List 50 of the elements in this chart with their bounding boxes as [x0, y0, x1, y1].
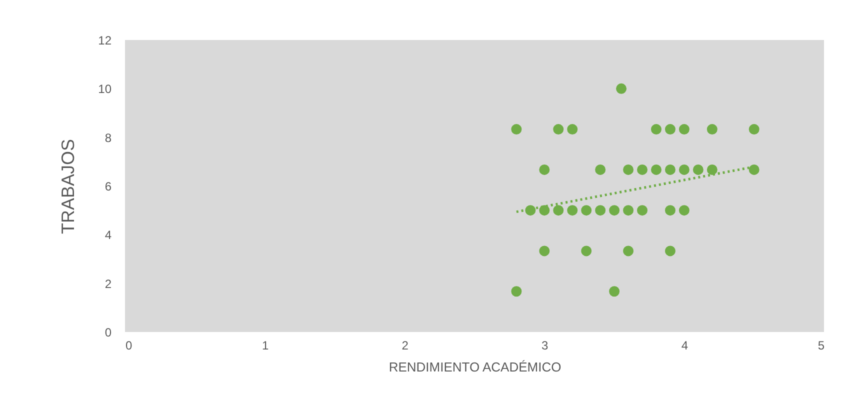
point: [637, 205, 648, 216]
point: [595, 205, 606, 216]
x-tick-label: 5: [818, 338, 825, 352]
point: [595, 164, 606, 175]
point: [539, 205, 550, 216]
point: [692, 164, 704, 175]
point: [664, 205, 676, 216]
x-tick-label: 4: [681, 338, 688, 352]
x-axis-title: RENDIMIENTO ACADÉMICO: [388, 360, 562, 374]
y-tick-label: 2: [104, 276, 112, 291]
point: [678, 164, 690, 175]
point: [650, 164, 662, 175]
x-tick-label: 2: [402, 338, 409, 352]
point: [664, 164, 676, 175]
point: [553, 124, 564, 135]
y-tick-label: 0: [104, 326, 112, 340]
y-tick-label: 4: [104, 228, 112, 242]
point: [664, 246, 676, 256]
point: [609, 205, 620, 216]
point: [706, 124, 718, 135]
x-tick-label: 1: [262, 338, 269, 352]
point: [539, 246, 550, 256]
point: [567, 124, 578, 135]
point: [748, 164, 760, 175]
y-tick-label: 12: [98, 34, 112, 48]
point: [706, 164, 718, 175]
point: [678, 205, 690, 216]
point: [553, 205, 564, 216]
point: [539, 164, 550, 175]
point: [623, 246, 634, 256]
point: [664, 124, 676, 135]
point: [511, 124, 522, 135]
point: [623, 164, 634, 175]
point: [623, 205, 634, 216]
point: [637, 164, 648, 175]
point: [511, 286, 522, 297]
point: [581, 246, 592, 256]
y-tick-label: 10: [98, 82, 112, 96]
y-axis-title: TRABAJOS: [58, 138, 78, 234]
point: [609, 286, 620, 297]
point: [650, 124, 662, 135]
x-tick-label: 0: [126, 338, 132, 352]
point: [581, 205, 592, 216]
y-tick-label: 8: [104, 130, 112, 145]
point: [616, 83, 627, 94]
point: [678, 124, 690, 135]
y-tick-label: 6: [104, 180, 112, 194]
x-tick-label: 3: [542, 338, 549, 352]
point: [748, 124, 760, 135]
point: [567, 205, 578, 216]
